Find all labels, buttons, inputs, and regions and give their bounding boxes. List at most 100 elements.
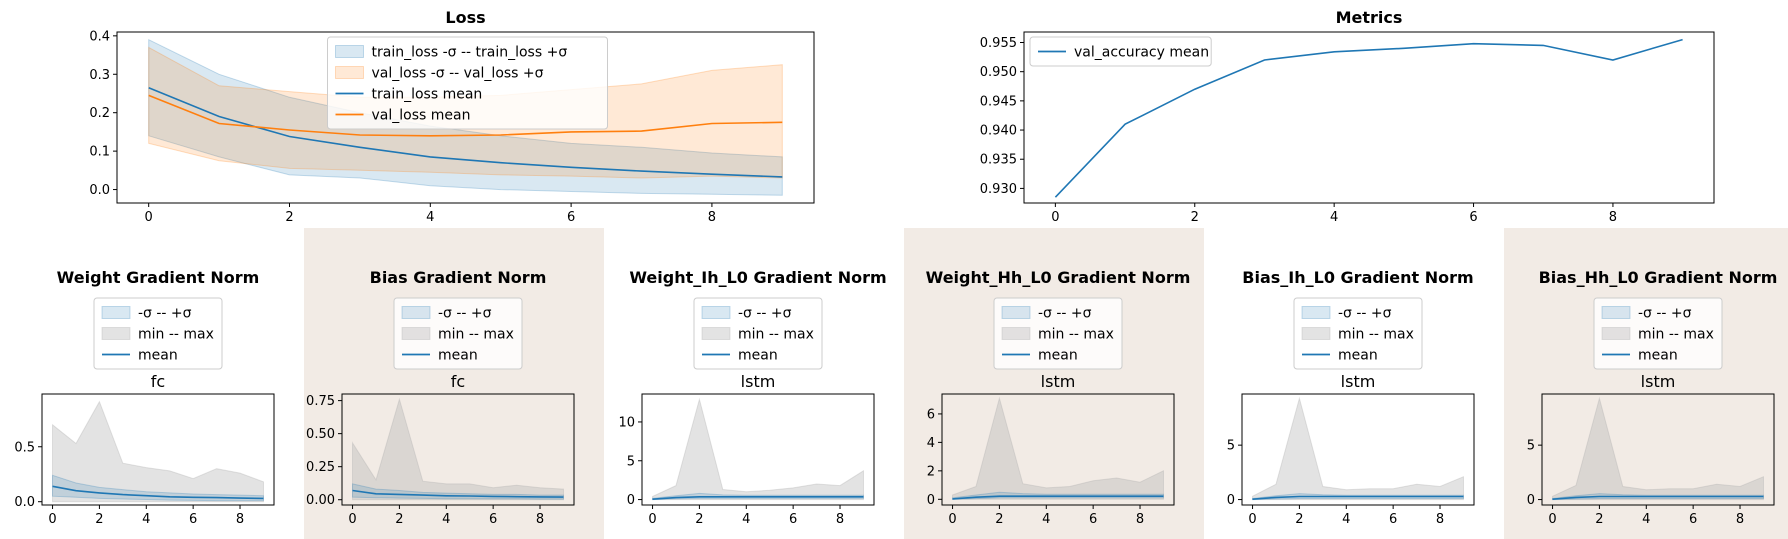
legend-swatch-minmax	[401, 327, 431, 340]
legend-label: mean	[1638, 348, 1678, 364]
chart-6: 0 2 4 6 8 0 5 Bias_Ih_L0 Gradient Norm lstm -σ --…	[1227, 268, 1475, 527]
series-line	[652, 495, 864, 500]
legend-swatch-minmax	[1601, 327, 1631, 340]
panel-background	[904, 228, 1204, 539]
legend: -σ -- +σ min -- max mean	[993, 297, 1123, 370]
x-tick-label: 8	[536, 512, 544, 527]
x-tick-label: 6	[189, 512, 197, 527]
legend-swatch-sigma	[335, 45, 364, 58]
y-tick-label: 6	[927, 407, 935, 422]
legend: -σ -- +σ min -- max mean	[1593, 297, 1723, 370]
chart-subtitle: lstm	[1641, 372, 1676, 391]
y-tick-label: 0.935	[980, 153, 1017, 168]
plot-frame	[41, 393, 275, 506]
chart-title: Bias_Hh_L0 Gradient Norm	[1539, 268, 1778, 287]
legend-box	[393, 297, 523, 370]
legend-box	[1293, 297, 1423, 370]
y-tick-label: 0.00	[306, 493, 335, 508]
y-tick-label: 0.5	[14, 440, 35, 455]
chart-subtitle: lstm	[741, 372, 776, 391]
legend-swatch-minmax	[1301, 327, 1331, 340]
x-tick-label: 4	[1330, 210, 1338, 225]
plot-area	[52, 400, 264, 503]
chart-subtitle: fc	[151, 372, 165, 391]
y-tick-label: 5	[1527, 439, 1535, 454]
x-tick-label: 4	[1042, 512, 1050, 527]
legend: -σ -- +σ min -- max mean	[393, 297, 523, 370]
x-tick-label: 4	[1642, 512, 1650, 527]
sigma-band	[52, 474, 264, 502]
plot-area	[1054, 38, 1683, 198]
chart-2: 0 2 4 6 8 0.0 0.5 Weight Gradient Norm fc -σ -- +…	[14, 268, 275, 527]
x-tick-label: 6	[1689, 512, 1697, 527]
x-tick-label: 0	[1248, 512, 1256, 527]
x-tick-label: 6	[1089, 512, 1097, 527]
plot-area	[352, 397, 564, 501]
legend-label: val_loss -σ -- val_loss +σ	[372, 66, 544, 82]
legend: -σ -- +σ min -- max mean	[93, 297, 223, 370]
chart-4: 0 2 4 6 8 0 5 10 Weight_Ih_L0 Gradient Norm lstm -…	[618, 268, 886, 527]
legend-label: mean	[738, 348, 778, 364]
x-tick-label: 4	[1342, 512, 1350, 527]
legend-box	[993, 297, 1123, 370]
y-tick-label: 0.945	[980, 94, 1017, 109]
chart-title: Loss	[445, 8, 485, 27]
plot-area	[952, 396, 1164, 500]
y-tick-label: 4	[927, 436, 935, 451]
x-tick-label: 6	[1389, 512, 1397, 527]
y-tick-label: 0.930	[980, 182, 1017, 197]
series-line	[148, 94, 783, 137]
y-tick-label: 2	[927, 464, 935, 479]
plot-area	[1552, 396, 1764, 501]
legend-label: val_accuracy mean	[1074, 45, 1209, 61]
legend: -σ -- +σ min -- max mean	[693, 297, 823, 370]
y-tick-label: 0	[1227, 493, 1235, 508]
legend-label: -σ -- +σ	[1638, 306, 1692, 322]
legend-label: mean	[438, 348, 478, 364]
legend-swatch-minmax	[1001, 327, 1031, 340]
legend-label: -σ -- +σ	[138, 306, 192, 322]
legend-label: -σ -- +σ	[1038, 306, 1092, 322]
legend-label: min -- max	[1338, 327, 1414, 343]
x-tick-label: 0	[48, 512, 56, 527]
plot-area	[1252, 396, 1464, 501]
legend-swatch-sigma	[1301, 306, 1331, 319]
chart-title: Weight_Ih_L0 Gradient Norm	[629, 268, 886, 287]
legend-box	[93, 297, 223, 370]
x-tick-label: 4	[426, 210, 434, 225]
chart-1: 0 2 4 6 8 0.930 0.935 0.940 0.945 0.950 0.955 Metri…	[980, 8, 1715, 225]
series-line	[952, 495, 1164, 500]
panel-background	[304, 228, 604, 539]
plot-frame	[1023, 31, 1715, 204]
legend-label: min -- max	[1638, 327, 1714, 343]
x-tick-label: 4	[142, 512, 150, 527]
y-tick-label: 0.940	[980, 124, 1017, 139]
legend-swatch-sigma	[1001, 306, 1031, 319]
chart-0: 0 2 4 6 8 0.0 0.1 0.2 0.3 0.4 Loss train_loss -σ --…	[89, 8, 815, 225]
x-tick-label: 2	[995, 512, 1003, 527]
legend-label: min -- max	[438, 327, 514, 343]
x-tick-label: 0	[348, 512, 356, 527]
plot-frame	[1241, 393, 1475, 506]
legend-swatch-sigma	[701, 306, 731, 319]
y-tick-label: 0.50	[306, 427, 335, 442]
x-tick-label: 8	[1736, 512, 1744, 527]
legend-swatch-sigma	[335, 66, 364, 79]
chart-title: Metrics	[1336, 8, 1403, 27]
legend-swatch-sigma	[1601, 306, 1631, 319]
x-tick-label: 6	[1469, 210, 1477, 225]
series-line	[352, 489, 564, 498]
panel-background	[1504, 228, 1788, 539]
y-tick-label: 0.75	[306, 394, 335, 409]
y-tick-label: 0.4	[89, 29, 110, 44]
series-line	[1054, 38, 1683, 198]
x-tick-label: 2	[285, 210, 293, 225]
y-tick-label: 0.2	[89, 106, 110, 121]
chart-title: Bias_Ih_L0 Gradient Norm	[1242, 268, 1473, 287]
x-tick-label: 6	[789, 512, 797, 527]
series-line	[1252, 495, 1464, 500]
legend-label: min -- max	[138, 327, 214, 343]
x-tick-label: 2	[1191, 210, 1199, 225]
legend-box	[327, 36, 608, 130]
